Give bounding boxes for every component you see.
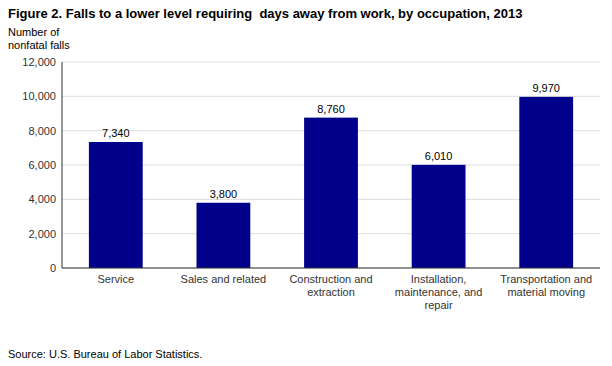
y-tick-label: 12,000 (22, 56, 56, 68)
bar (412, 165, 466, 268)
data-label: 6,010 (425, 150, 453, 162)
x-tick-label-line: Sales and related (181, 273, 267, 285)
x-axis-line (62, 268, 600, 269)
x-tick-label-line: Installation, (411, 273, 467, 285)
y-tick-label: 10,000 (22, 90, 56, 102)
x-tick-label: Installation,maintenance, andrepair (395, 273, 482, 311)
data-label: 7,340 (102, 127, 130, 139)
y-tick-label: 4,000 (28, 193, 56, 205)
x-tick-label-line: maintenance, and (395, 286, 482, 298)
bars (89, 97, 573, 268)
grid (62, 62, 600, 268)
grid-line (62, 62, 600, 63)
page: {"chart_data": { "type": "bar", "title":… (0, 0, 612, 366)
y-axis-label-line: Number of (8, 26, 60, 38)
y-ticks: 0 2,000 4,000 6,000 8,000 10,000 12,000 (22, 56, 56, 274)
x-tick-label: Sales and related (181, 273, 267, 285)
grid-line (62, 96, 600, 97)
x-tick-label: Service (97, 273, 134, 285)
bar (89, 142, 143, 268)
data-label: 3,800 (210, 188, 238, 200)
x-tick-label-line: Construction and (289, 273, 372, 285)
y-axis-label: Number ofnonfatal falls (8, 26, 70, 51)
y-tick-label: 0 (50, 262, 56, 274)
y-tick-label: 6,000 (28, 159, 56, 171)
grid-line (62, 268, 600, 269)
x-tick-label: Transportation andmaterial moving (500, 273, 592, 298)
bar (519, 97, 573, 268)
data-label: 8,760 (317, 103, 345, 115)
chart-container: Figure 2. Falls to a lower level requiri… (0, 0, 612, 366)
x-tick-label-line: material moving (507, 286, 585, 298)
x-tick-label-line: extraction (307, 286, 355, 298)
x-ticks: Service Sales and related Construction and… (97, 273, 592, 311)
source-note: Source: U.S. Bureau of Labor Statistics. (8, 348, 202, 360)
y-axis-label-line: nonfatal falls (8, 39, 70, 51)
x-tick-label: Construction andextraction (289, 273, 372, 298)
bar (304, 118, 358, 268)
x-tick-label-line: Service (97, 273, 134, 285)
data-labels: 7,340 3,800 8,760 6,010 9,970 (102, 82, 560, 200)
title: Figure 2. Falls to a lower level requiri… (8, 6, 522, 21)
data-label: 9,970 (532, 82, 560, 94)
y-tick-label: 8,000 (28, 125, 56, 137)
x-tick-label-line: Transportation and (500, 273, 592, 285)
bar (197, 203, 251, 268)
y-axis-line (62, 62, 63, 268)
chart-svg: Figure 2. Falls to a lower level requiri… (0, 0, 612, 366)
y-tick-label: 2,000 (28, 228, 56, 240)
x-tick-label-line: repair (425, 299, 453, 311)
